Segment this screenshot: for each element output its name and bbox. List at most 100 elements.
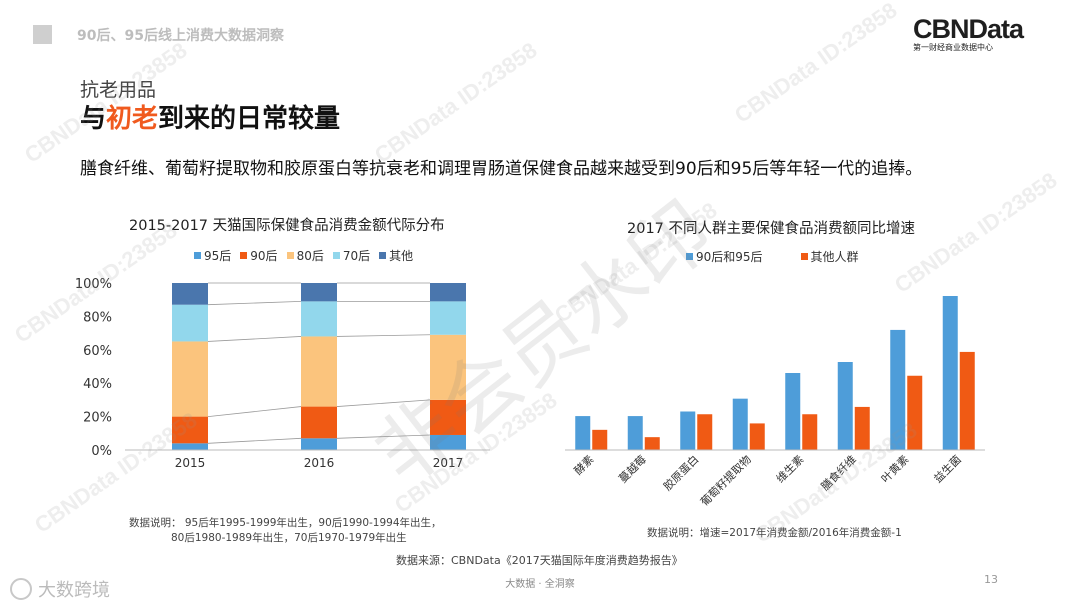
legend-item-80: 80后	[286, 247, 324, 264]
chart1-bar-2015-70后	[172, 304, 208, 342]
chart2-bar-葡萄籽提取物-其他人群	[749, 423, 765, 450]
chart1-connector-line	[207, 300, 302, 306]
cbndata-logo: CBNData 第一财经商业数据中心	[913, 14, 1024, 53]
legend-item-young: 90后和95后	[686, 248, 763, 265]
footer-tagline: 大数据 · 全洞察	[505, 579, 575, 590]
chart1-bar-2016-其他	[301, 283, 337, 302]
title-suffix: 到来的日常较量	[158, 104, 341, 134]
chart1-ytick: 20%	[83, 411, 112, 426]
chart1-bar-2016-70后	[301, 301, 337, 337]
chart2-bar-益生菌-90后和95后	[942, 296, 958, 450]
legend-label-90: 90后	[250, 249, 278, 263]
legend-label-70: 70后	[342, 249, 371, 263]
chart1-ytick: 100%	[75, 277, 112, 292]
chart2-bar-酵素-其他人群	[592, 429, 608, 450]
chart1-ytick: 0%	[91, 444, 112, 459]
brand-text: 大数跨境	[38, 580, 110, 601]
chart2-bar-膳食纤维-90后和95后	[837, 362, 853, 450]
chart1-xtick: 2017	[433, 456, 464, 470]
chart1-ytick: 80%	[83, 310, 112, 325]
chart2-xtick: 酵素	[572, 453, 597, 478]
chart2-xtick: 蔓越莓	[616, 452, 649, 485]
brand-circle-icon	[10, 578, 32, 600]
chart2-bar-胶原蛋白-其他人群	[697, 414, 713, 450]
chart2-bar-蔓越莓-90后和95后	[627, 416, 643, 450]
legend-label-95: 95后	[204, 249, 232, 263]
logo-main: CBNData	[913, 14, 1024, 44]
chart2-xtick: 益生菌	[931, 452, 964, 485]
chart1-bar-2017-95后	[430, 434, 466, 450]
chart1-connector-line	[207, 406, 302, 417]
chart1-bar-2017-90后	[430, 399, 466, 435]
chart2-title: 2017 不同人群主要保健食品消费额同比增速	[627, 221, 916, 237]
chart2-xtick: 葡萄籽提取物	[697, 452, 754, 509]
chart1-bar-2015-其他	[172, 283, 208, 305]
slide-category: 抗老用品	[80, 79, 157, 101]
chart1-stacked-bar: 0% 20% 40% 60% 80% 100% 2015 2016 2017	[75, 277, 490, 470]
data-source: 数据来源：CBNData《2017天猫国际年度消费趋势报告》	[396, 554, 683, 567]
report-header: 90后、95后线上消费大数据洞察	[77, 28, 284, 44]
chart2-bar-胶原蛋白-90后和95后	[680, 411, 696, 450]
chart2-bar-益生菌-其他人群	[959, 351, 975, 450]
logo-sub: 第一财经商业数据中心	[913, 43, 993, 52]
watermark-6: CBNData ID:23858	[889, 167, 1062, 298]
chart1-xtick: 2015	[175, 456, 206, 470]
chart1-bar-2015-80后	[172, 341, 208, 417]
header-square-icon	[33, 25, 52, 44]
legend-swatch-90	[240, 252, 248, 259]
chart1-connector-line	[207, 437, 302, 444]
chart1-bar-2015-95后	[172, 443, 208, 450]
chart1-title: 2015-2017 天猫国际保健食品消费金额代际分布	[129, 218, 445, 234]
chart1-bar-2016-90后	[301, 406, 337, 439]
legend-label-young: 90后和95后	[696, 250, 763, 264]
chart1-bar-2015-90后	[172, 416, 208, 444]
chart1-note: 数据说明： 95后年1995-1999年出生，90后1990-1994年出生， …	[129, 516, 442, 546]
chart1-note-line2: 80后1980-1989年出生，70后1970-1979年出生	[171, 532, 407, 544]
chart2-xtick: 维生素	[773, 452, 806, 485]
slide-title: 与初老到来的日常较量	[80, 98, 340, 135]
chart2-bar-维生素-90后和95后	[785, 373, 801, 450]
chart2-bar-叶黄素-其他人群	[907, 375, 923, 450]
chart1-bar-2017-70后	[430, 301, 466, 335]
legend-item-others: 其他人群	[800, 248, 859, 265]
chart1-ytick: 60%	[83, 344, 112, 359]
legend-label-80: 80后	[296, 249, 324, 263]
chart2-note: 数据说明：增速=2017年消费金额/2016年消费金额-1	[647, 527, 902, 539]
chart2-bar-维生素-其他人群	[802, 414, 818, 450]
chart2-bar-叶黄素-90后和95后	[890, 329, 906, 450]
legend-item-70: 70后	[332, 247, 371, 264]
chart1-connector-line	[336, 434, 431, 439]
chart1-bar-2016-80后	[301, 336, 337, 407]
legend-item-90: 90后	[240, 247, 278, 264]
slide-description: 膳食纤维、葡萄籽提取物和胶原蛋白等抗衰老和调理胃肠道保健食品越来越受到90后和9…	[80, 159, 923, 179]
legend-swatch-other	[379, 252, 387, 259]
chart1-xtick: 2016	[304, 456, 335, 470]
legend-item-95: 95后	[194, 247, 231, 264]
watermark-3: CBNData ID:23858	[729, 0, 902, 128]
legend-swatch-others	[800, 253, 808, 260]
legend-swatch-70	[332, 252, 340, 259]
legend-item-other: 其他	[379, 247, 413, 264]
watermark-2: CBNData ID:23858	[369, 37, 542, 168]
chart1-bar-2016-95后	[301, 438, 337, 450]
chart1-bar-2017-其他	[430, 283, 466, 302]
chart1-connector-line	[336, 334, 431, 337]
chart2-bar-酵素-90后和95后	[575, 416, 591, 450]
chart2-xtick: 胶原蛋白	[660, 452, 701, 493]
chart1-bar-2017-80后	[430, 334, 466, 400]
brand-mark: 大数跨境	[10, 576, 110, 602]
legend-swatch-young	[686, 253, 693, 260]
chart2-bar-蔓越莓-其他人群	[644, 437, 660, 450]
chart2-legend: 90后和95后 其他人群	[686, 248, 868, 265]
chart1-connector-line	[336, 399, 431, 407]
legend-swatch-95	[194, 252, 201, 259]
chart2-bar-葡萄籽提取物-90后和95后	[732, 398, 748, 450]
legend-swatch-80	[286, 252, 294, 259]
chart1-note-line1: 数据说明： 95后年1995-1999年出生，90后1990-1994年出生，	[129, 517, 442, 529]
chart1-ytick: 40%	[83, 377, 112, 392]
legend-label-others: 其他人群	[810, 250, 859, 264]
chart1-connector-line	[207, 336, 302, 342]
title-highlight: 初老	[106, 104, 159, 134]
chart2-bar-膳食纤维-其他人群	[854, 406, 870, 450]
